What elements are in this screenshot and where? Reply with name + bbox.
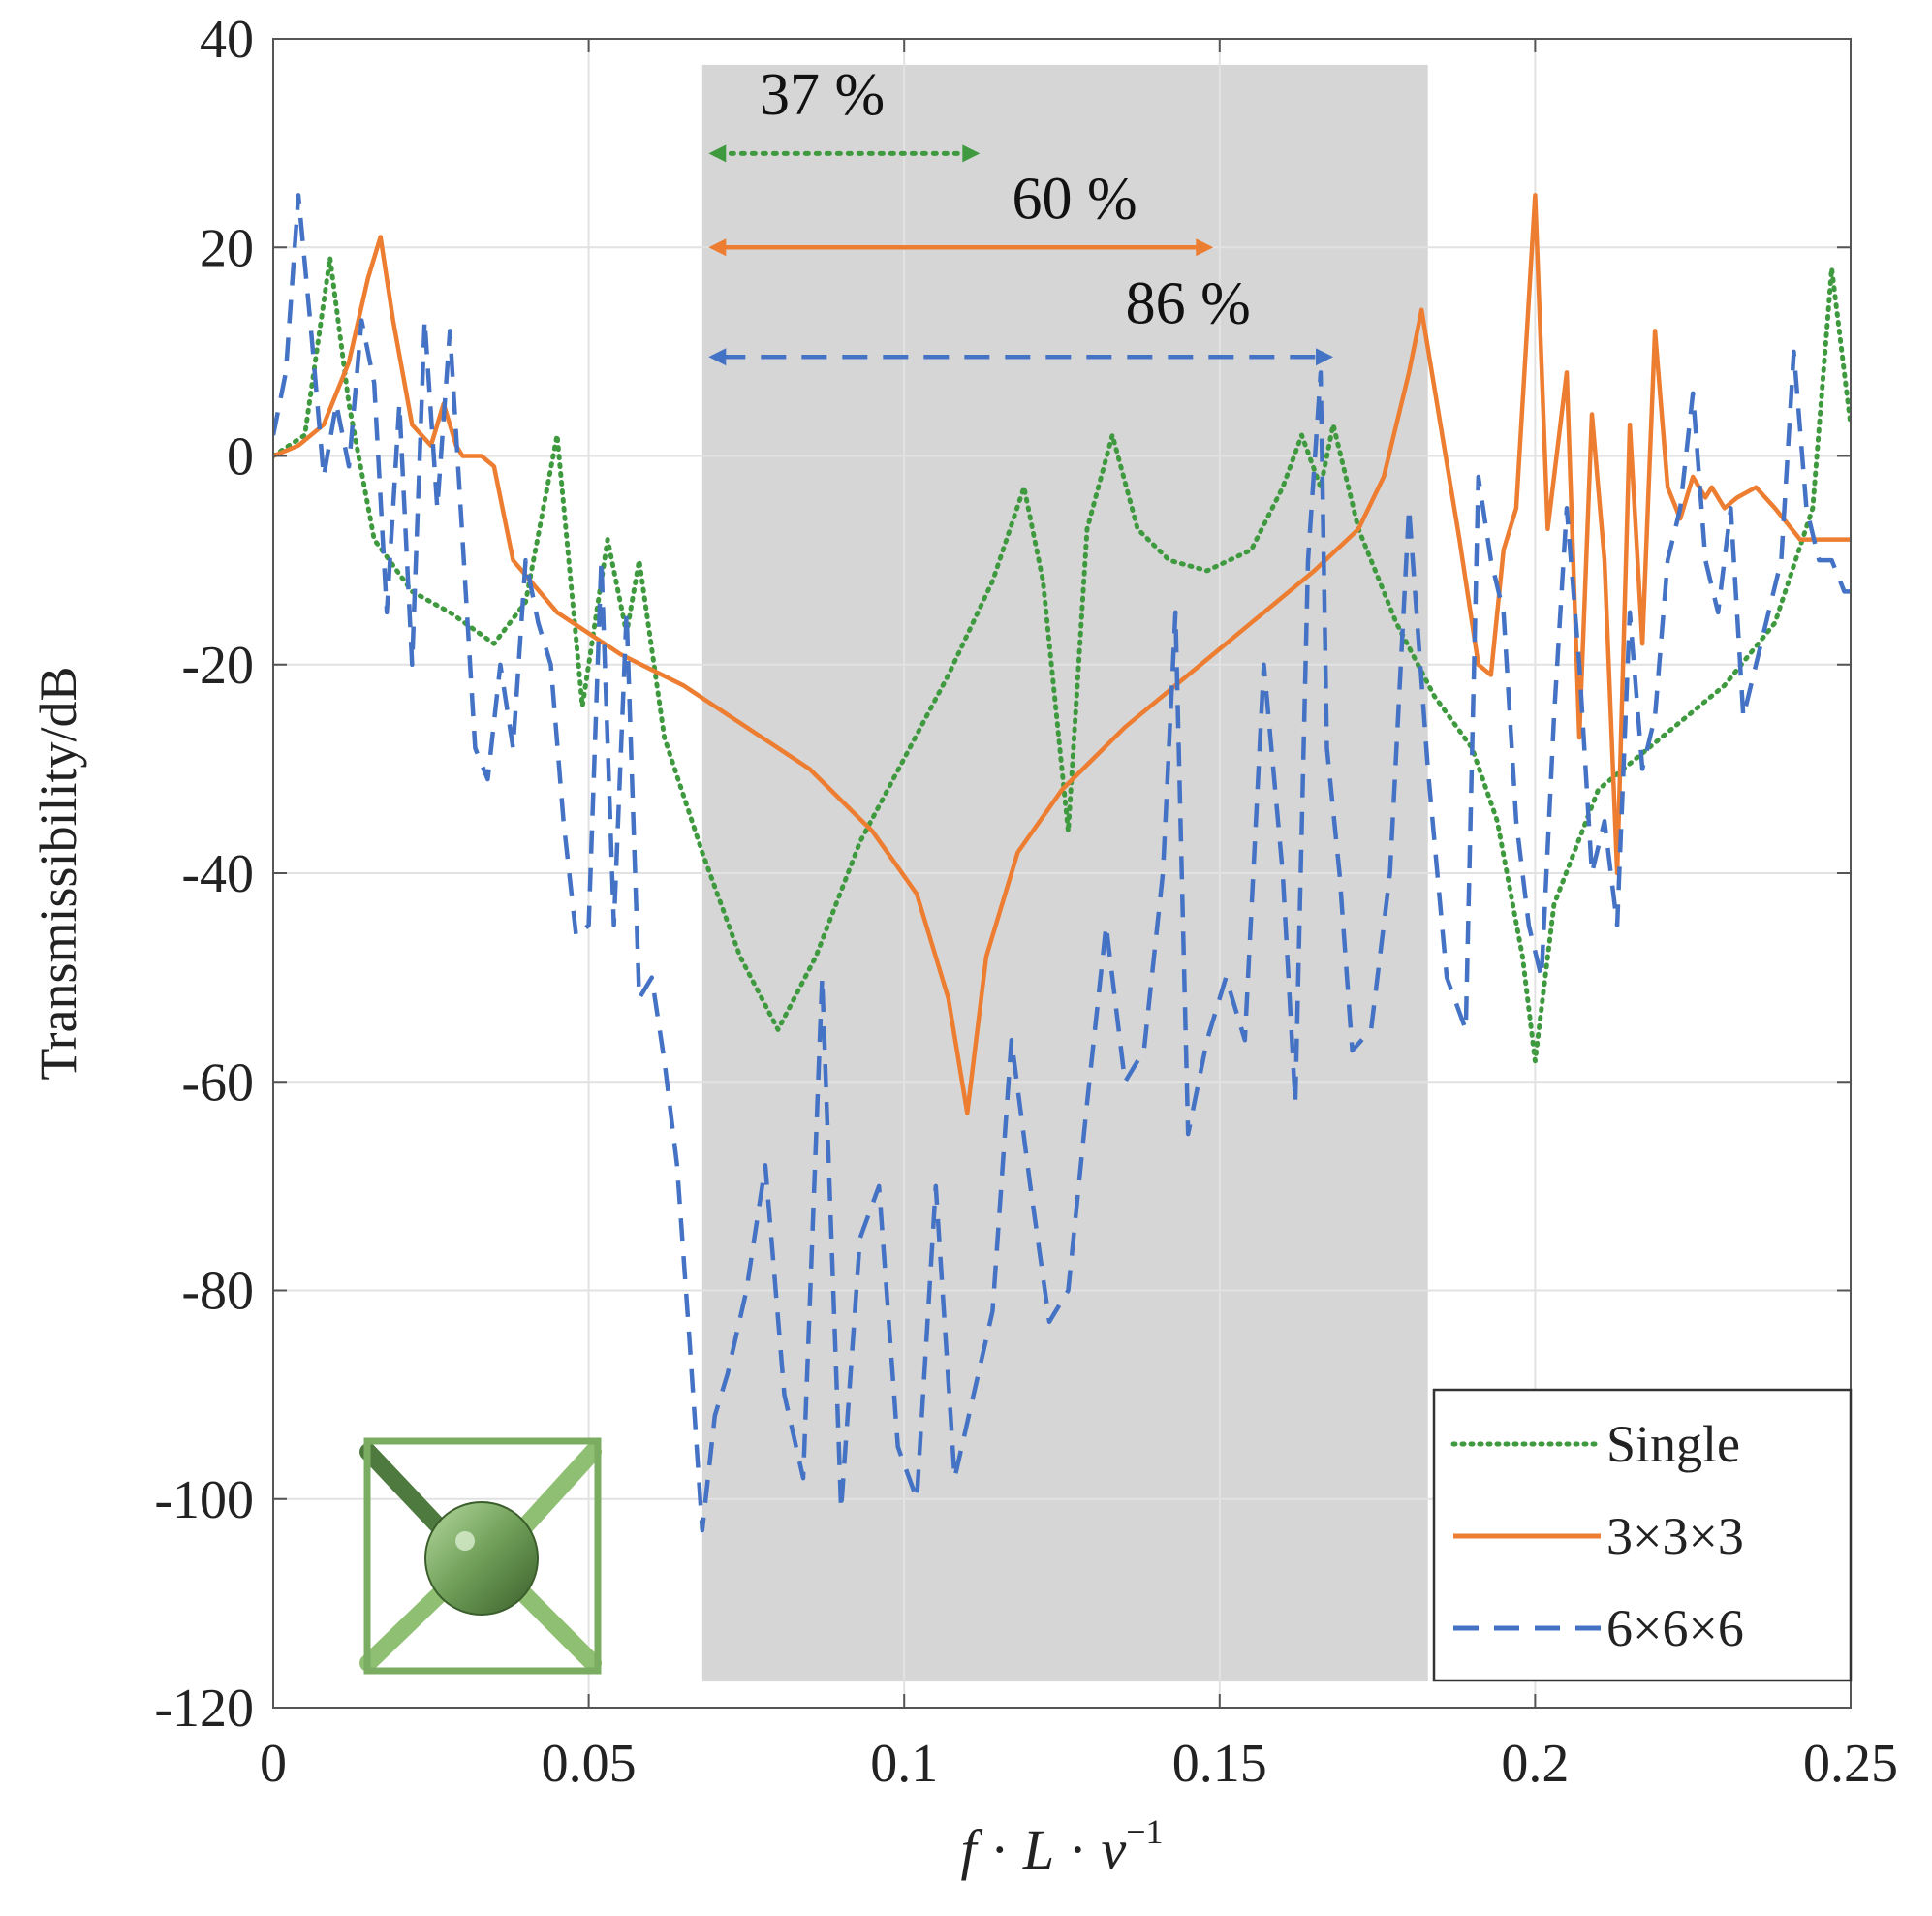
series-line-six: [273, 193, 1851, 1533]
legend-item-single: Single: [1450, 1415, 1740, 1473]
legend-item-6x6x6: 6×6×6: [1453, 1599, 1744, 1657]
annotation-arrowhead-left-three: [708, 238, 727, 257]
x-tick-label-5: 0.25: [1803, 1734, 1898, 1794]
legend-label-6x6x6: 6×6×6: [1606, 1599, 1744, 1657]
y-tick-label-3: -60: [181, 1052, 254, 1113]
y-tick-label-0: -120: [154, 1679, 254, 1739]
annotation-arrowhead-right-six: [1316, 348, 1334, 366]
bandwidth-annotations: 37 % 60 % 86 %: [708, 62, 1334, 366]
annotation-label-three: 60 %: [1012, 167, 1137, 233]
y-tick-label-1: -100: [154, 1470, 254, 1530]
axis-ticks: 0 0.05 0.1 0.15 0.2 0.25 -120 -100 -80 -60 -40 -20 0…: [154, 10, 1898, 1794]
legend: Single 3×3×3 6×6×6: [1432, 1388, 1853, 1682]
x-tick-label-2: 0.1: [870, 1734, 938, 1794]
y-tick-label-7: 20: [200, 218, 254, 278]
annotation-label-single: 37 %: [760, 62, 885, 128]
y-axis-title: Transmissibility/dB: [29, 666, 87, 1080]
y-tick-label-5: -20: [181, 636, 254, 696]
x-axis-title-exponent: −1: [1126, 1812, 1163, 1851]
legend-label-single: Single: [1606, 1415, 1740, 1473]
x-tick-label-1: 0.05: [542, 1734, 637, 1794]
x-tick-label-0: 0: [260, 1734, 287, 1794]
x-tick-label-3: 0.15: [1172, 1734, 1267, 1794]
series-line-single: [273, 255, 1851, 1064]
annotation-arrowhead-right-single: [962, 144, 981, 163]
annotation-arrowhead-right-three: [1196, 238, 1214, 257]
x-axis-title-L: L: [1022, 1818, 1054, 1881]
x-tick-label-4: 0.2: [1501, 1734, 1569, 1794]
x-axis-title-v: v: [1101, 1818, 1126, 1881]
unit-cell-illustration: [359, 1437, 602, 1675]
annotation-label-six: 86 %: [1126, 270, 1251, 336]
annotation-arrow-single: [708, 144, 981, 163]
annotation-arrowhead-left-single: [708, 144, 727, 163]
y-tick-label-4: -40: [181, 844, 254, 904]
y-tick-label-6: 0: [227, 427, 254, 487]
y-tick-label-2: -80: [181, 1262, 254, 1322]
legend-item-3x3x3: 3×3×3: [1453, 1507, 1744, 1565]
annotation-arrow-six: [708, 348, 1334, 366]
x-axis-title: f · L · v−1: [960, 1812, 1163, 1881]
legend-label-3x3x3: 3×3×3: [1606, 1507, 1744, 1565]
y-tick-label-8: 40: [200, 10, 254, 70]
series-layer: [273, 193, 1851, 1533]
annotation-arrow-three: [708, 238, 1214, 257]
annotation-arrowhead-left-six: [708, 348, 727, 366]
